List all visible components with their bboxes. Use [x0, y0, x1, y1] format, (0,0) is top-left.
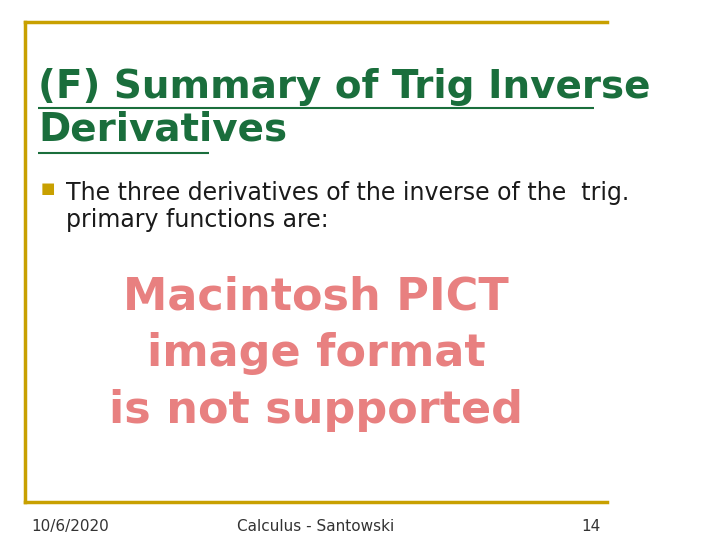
Text: Derivatives: Derivatives [38, 111, 287, 148]
Text: 10/6/2020: 10/6/2020 [32, 519, 109, 535]
Text: primary functions are:: primary functions are: [66, 208, 329, 232]
Text: (F) Summary of Trig Inverse: (F) Summary of Trig Inverse [38, 68, 650, 105]
Text: Macintosh PICT: Macintosh PICT [123, 275, 509, 319]
Text: ■: ■ [41, 181, 55, 196]
Text: image format: image format [147, 332, 485, 375]
Text: The three derivatives of the inverse of the  trig.: The three derivatives of the inverse of … [66, 181, 629, 205]
Text: is not supported: is not supported [109, 389, 523, 432]
Text: Calculus - Santowski: Calculus - Santowski [238, 519, 395, 535]
Text: 14: 14 [581, 519, 600, 535]
